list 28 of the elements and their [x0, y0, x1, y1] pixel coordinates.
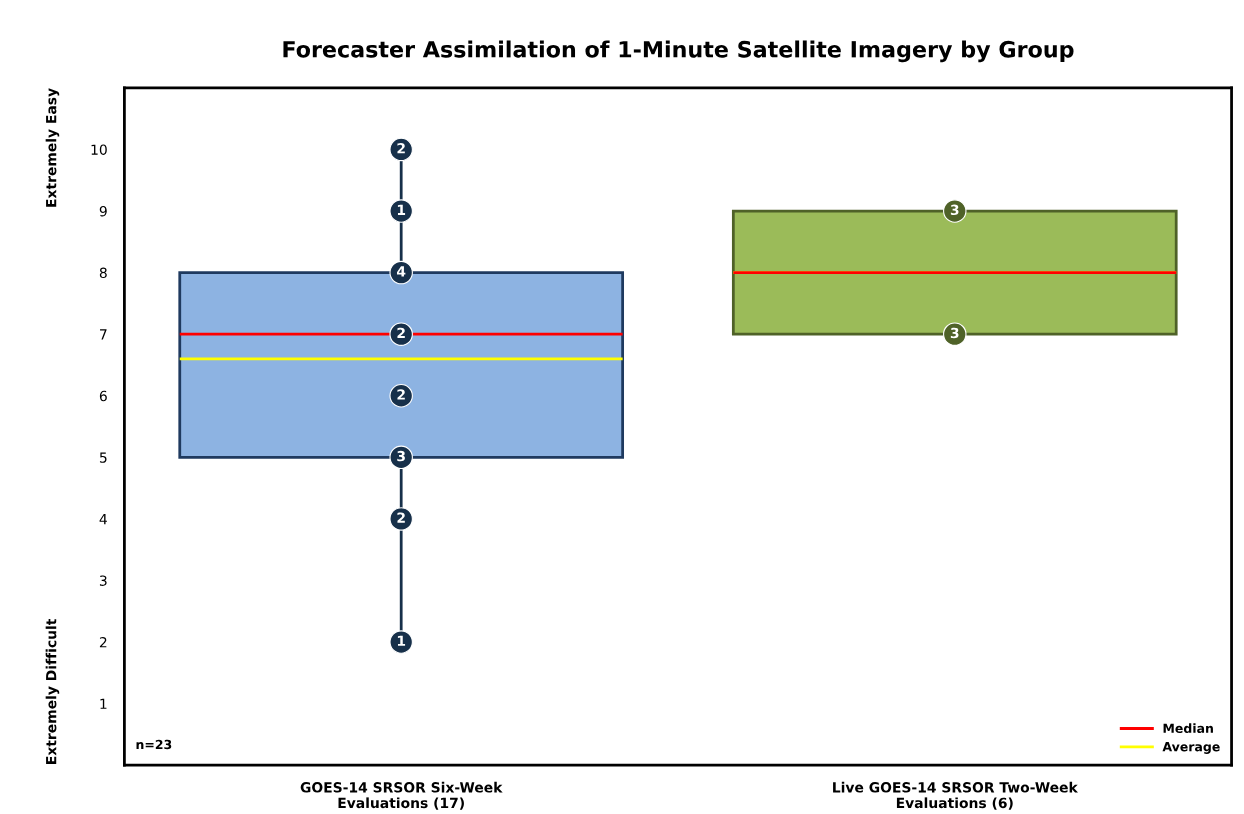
y-tick-label: 10 [91, 144, 107, 155]
x-tick-label: Live GOES-14 SRSOR Two-Week Evaluations (6) [833, 781, 1078, 810]
y-tick-label: 5 [99, 452, 107, 463]
text: Extremely Easy [45, 88, 60, 207]
annotation: 1 [397, 635, 406, 646]
y-tick-label: 9 [99, 206, 107, 217]
annotation: 1 [397, 204, 406, 215]
annotation: 3 [397, 450, 405, 462]
y-tick-label: 1 [100, 698, 107, 709]
chart-title: Forecaster Assimilation of 1-Minute Satellite Imagery by Group [283, 40, 1074, 63]
annotation: 3 [950, 327, 959, 339]
x-tick-label: GOES-14 SRSOR Six-Week Evaluations (17) [300, 781, 503, 810]
annotation: 3 [950, 204, 959, 216]
y-tick-label: 2 [99, 636, 107, 648]
text: Extremely Difficult [45, 618, 60, 764]
annotation: 4 [396, 266, 406, 277]
y-tick-label: 3 [99, 575, 107, 586]
y-tick-label: 7 [100, 329, 107, 340]
annotation: 2 [397, 143, 405, 154]
annotation: n=23 [136, 739, 172, 750]
annotation: Median [1163, 723, 1213, 734]
y-tick-label: 6 [99, 390, 107, 402]
annotation: 2 [397, 327, 405, 339]
y-tick-label: 8 [99, 267, 107, 279]
y-tick-label: 4 [99, 514, 107, 525]
annotation: Average [1162, 742, 1220, 754]
annotation: 2 [397, 512, 405, 523]
annotation: 2 [397, 389, 405, 400]
